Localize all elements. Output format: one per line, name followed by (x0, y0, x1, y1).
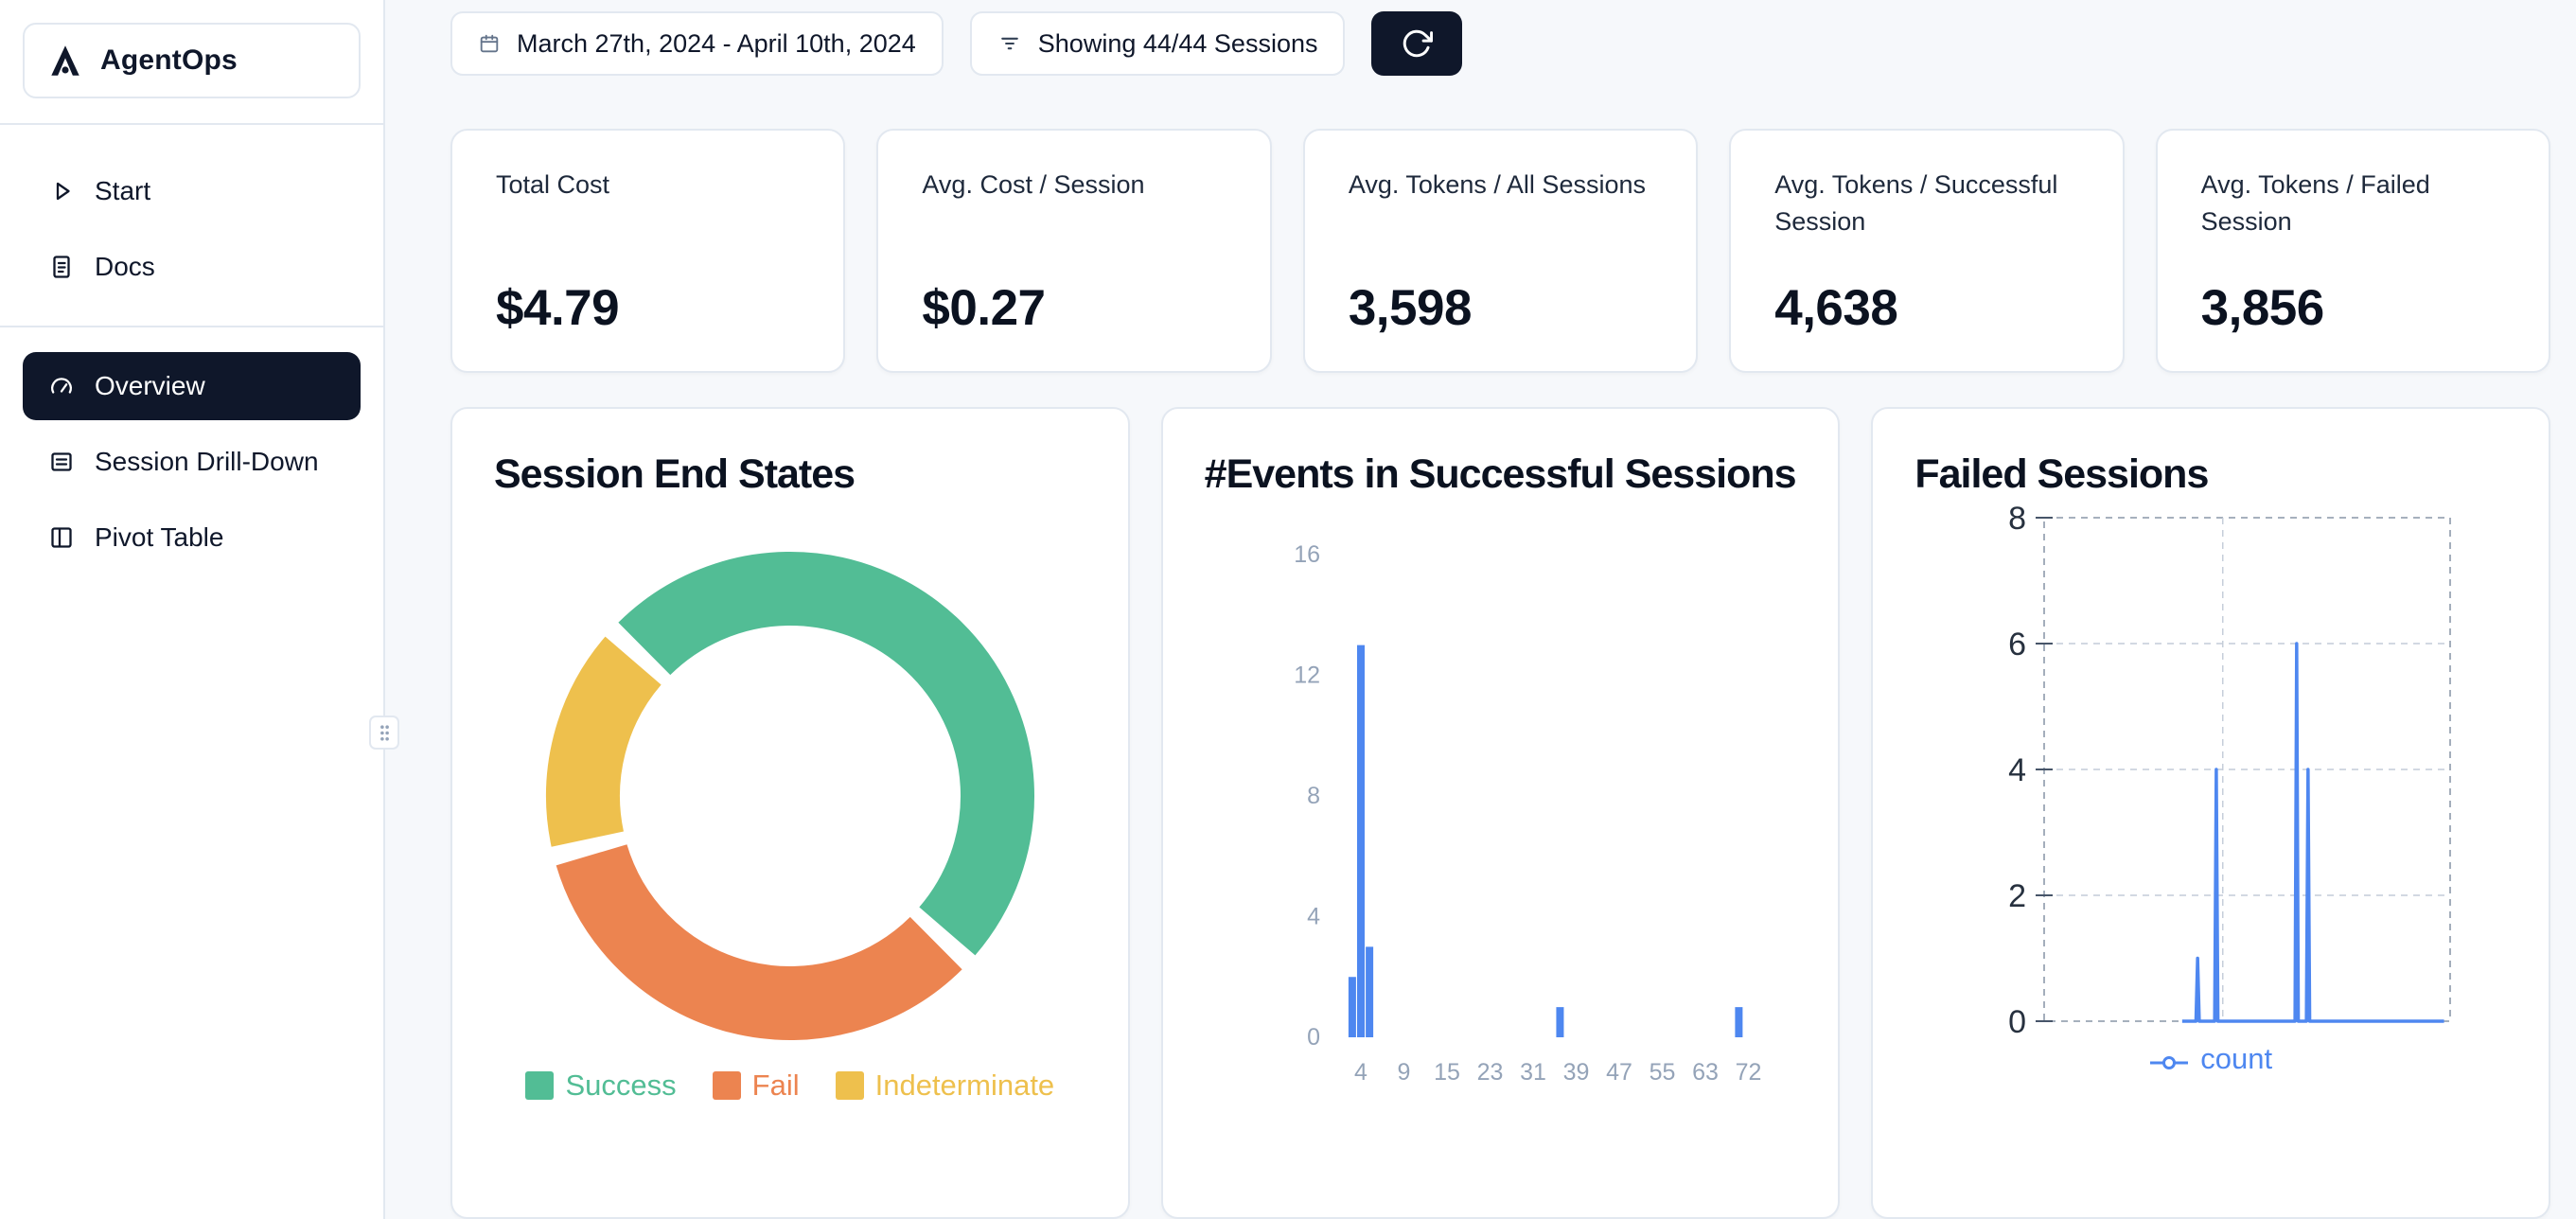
legend-label: Success (565, 1068, 677, 1102)
table-columns-icon (47, 523, 76, 552)
stat-card-avg-tokens-successful: Avg. Tokens / Successful Session 4,638 (1729, 129, 2125, 373)
brand-logo-box[interactable]: AgentOps (23, 23, 361, 98)
svg-text:55: 55 (1649, 1059, 1675, 1086)
failed-sessions-line-svg: 0 2 4 6 8 (2008, 506, 2452, 1036)
session-end-states-card: Session End States Success Fail (450, 407, 1130, 1219)
svg-text:4: 4 (1307, 903, 1320, 929)
svg-text:4: 4 (1354, 1059, 1367, 1086)
indeterminate-swatch (835, 1070, 864, 1100)
date-range-picker[interactable]: March 27th, 2024 - April 10th, 2024 (450, 11, 944, 76)
legend-label: Fail (751, 1068, 800, 1102)
legend-label: count (2200, 1041, 2273, 1075)
svg-text:23: 23 (1476, 1059, 1503, 1086)
stat-title: Total Cost (496, 170, 610, 199)
donut-legend: Success Fail Indeterminate (525, 1069, 1054, 1103)
success-swatch (525, 1070, 555, 1100)
legend-label: Indeterminate (874, 1068, 1055, 1102)
svg-text:4: 4 (2008, 752, 2026, 788)
svg-text:16: 16 (1294, 541, 1320, 568)
fail-swatch (712, 1070, 741, 1100)
svg-text:2: 2 (2008, 878, 2026, 914)
failed-sessions-card: Failed Sessions 0 2 4 6 8 count (1871, 407, 2551, 1219)
svg-text:8: 8 (1307, 783, 1320, 809)
legend-item-success[interactable]: Success (525, 1068, 677, 1103)
line-marker-icon (2149, 1046, 2189, 1072)
stat-card-avg-cost-session: Avg. Cost / Session $0.27 (876, 129, 1272, 373)
stat-title: Avg. Tokens / Failed Session (2200, 170, 2430, 237)
sidebar: AgentOps Start Docs O (0, 0, 399, 1219)
main-content: March 27th, 2024 - April 10th, 2024 Show… (385, 0, 2576, 1219)
svg-text:31: 31 (1520, 1059, 1546, 1086)
sidebar-divider-top (0, 123, 383, 125)
play-icon (47, 177, 76, 205)
svg-text:72: 72 (1735, 1059, 1761, 1086)
svg-text:0: 0 (2008, 1004, 2026, 1036)
stat-value: $4.79 (496, 280, 620, 336)
charts-row: Session End States Success Fail (450, 407, 2551, 1219)
stat-value: 4,638 (1774, 280, 1898, 336)
refresh-icon (1401, 27, 1434, 60)
refresh-button[interactable] (1371, 11, 1463, 76)
events-in-successful-sessions-card: #Events in Successful Sessions 0 4 8 12 16 4 9… (1160, 407, 1841, 1219)
sidebar-item-label: Docs (95, 252, 155, 281)
sidebar-resize-handle[interactable] (369, 716, 399, 750)
sidebar-item-pivot-table[interactable]: Pivot Table (23, 504, 361, 572)
grip-dots-icon (378, 723, 392, 743)
sidebar-item-label: Overview (95, 371, 205, 400)
sidebar-item-label: Start (95, 176, 151, 205)
brand-name: AgentOps (100, 44, 238, 76)
gauge-icon (47, 372, 76, 400)
stats-row: Total Cost $4.79 Avg. Cost / Session $0.… (450, 129, 2551, 373)
sidebar-divider-mid (0, 326, 383, 327)
sidebar-item-session-drill-down[interactable]: Session Drill-Down (23, 428, 361, 496)
svg-text:39: 39 (1562, 1059, 1589, 1086)
legend-item-fail[interactable]: Fail (712, 1068, 800, 1103)
sidebar-nav-top: Start Docs (0, 125, 383, 301)
svg-text:12: 12 (1294, 662, 1320, 688)
sidebar-item-overview[interactable]: Overview (23, 352, 361, 420)
legend-item-indeterminate[interactable]: Indeterminate (835, 1068, 1055, 1103)
stat-card-total-cost: Total Cost $4.79 (450, 129, 846, 373)
stat-value: 3,856 (2200, 280, 2325, 336)
sessions-filter-label: Showing 44/44 Sessions (1037, 28, 1318, 58)
svg-text:47: 47 (1606, 1059, 1632, 1086)
stat-card-avg-tokens-failed: Avg. Tokens / Failed Session 3,856 (2155, 129, 2551, 373)
chart-title: #Events in Successful Sessions (1204, 451, 1797, 497)
svg-text:8: 8 (2008, 506, 2026, 537)
sidebar-item-docs[interactable]: Docs (23, 233, 361, 301)
stat-card-avg-tokens-all: Avg. Tokens / All Sessions 3,598 (1302, 129, 1699, 373)
sidebar-nav-main: Overview Session Drill-Down Pivot Table (0, 327, 383, 572)
docs-icon (47, 253, 76, 281)
stat-title: Avg. Tokens / Successful Session (1774, 170, 2058, 237)
svg-text:0: 0 (1307, 1024, 1320, 1051)
stat-title: Avg. Tokens / All Sessions (1348, 170, 1646, 199)
donut-svg (545, 551, 1034, 1040)
sidebar-item-label: Pivot Table (95, 522, 224, 552)
list-box-icon (47, 448, 76, 476)
stat-value: $0.27 (922, 280, 1046, 336)
events-histogram-svg: 0 4 8 12 16 4 9 15 23 31 39 47 55 63 72 (1294, 541, 1761, 1086)
agentops-logo-icon (45, 41, 85, 80)
filter-icon (997, 31, 1022, 56)
svg-text:6: 6 (2008, 627, 2026, 662)
donut-chart: Success Fail Indeterminate (494, 499, 1086, 1103)
topbar: March 27th, 2024 - April 10th, 2024 Show… (450, 11, 2550, 76)
calendar-icon (478, 32, 501, 55)
svg-text:63: 63 (1692, 1059, 1719, 1086)
chart-title: Failed Sessions (1914, 451, 2209, 497)
sessions-filter[interactable]: Showing 44/44 Sessions (969, 11, 1346, 76)
svg-text:9: 9 (1397, 1059, 1410, 1086)
count-legend-item[interactable]: count (1914, 1042, 2507, 1076)
date-range-label: March 27th, 2024 - April 10th, 2024 (517, 28, 916, 58)
sidebar-item-start[interactable]: Start (23, 157, 361, 225)
svg-text:15: 15 (1434, 1059, 1460, 1086)
sidebar-item-label: Session Drill-Down (95, 447, 319, 476)
stat-value: 3,598 (1348, 280, 1473, 336)
stat-title: Avg. Cost / Session (922, 170, 1145, 199)
chart-title: Session End States (494, 451, 856, 497)
